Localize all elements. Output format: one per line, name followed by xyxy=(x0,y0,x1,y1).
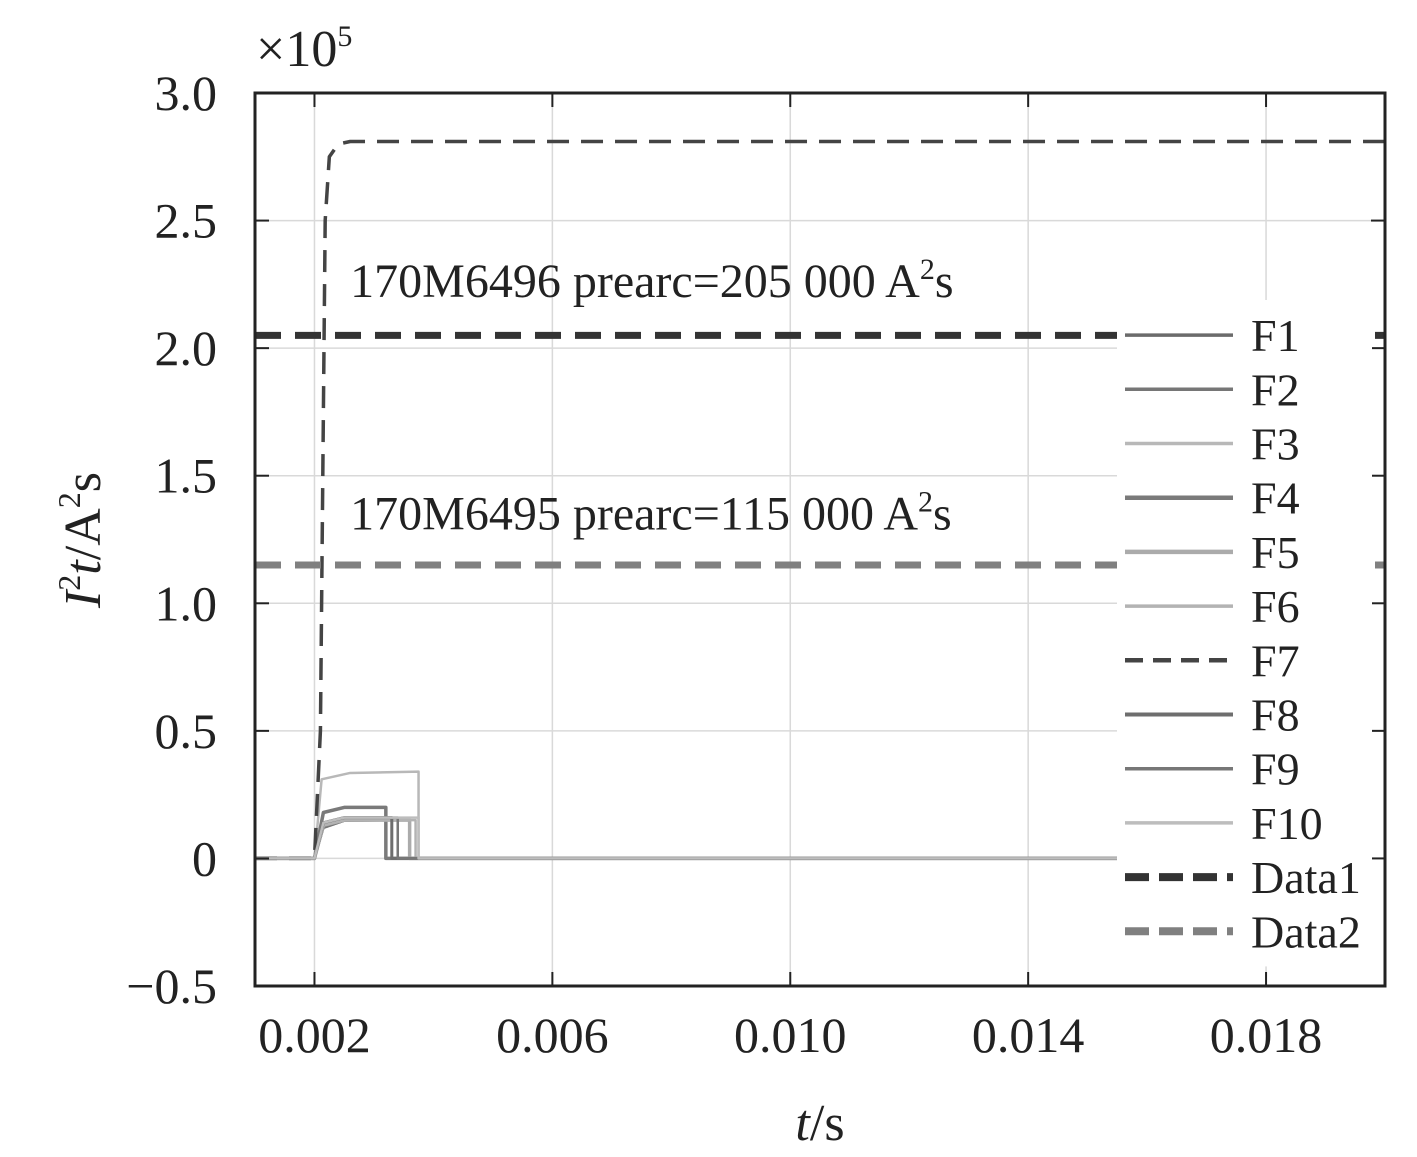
y-axis-var-sup: 2 xyxy=(51,575,87,591)
y-multiplier: ×105 xyxy=(256,20,352,78)
y-axis-unit-sup: 2 xyxy=(51,492,87,508)
series-line-f7 xyxy=(255,139,1385,861)
annotation-anno-6495: 170M6495 prearc=115 000 A2s xyxy=(350,485,952,540)
legend-label-f7: F7 xyxy=(1251,635,1300,686)
y-multiplier-base: ×10 xyxy=(256,21,337,78)
y-tick-label: 1.5 xyxy=(155,448,218,504)
legend-label-data1: Data1 xyxy=(1251,852,1361,903)
annotation-suffix: s xyxy=(933,487,952,540)
legend-label-f6: F6 xyxy=(1251,581,1300,632)
x-tick-label: 0.018 xyxy=(1210,1007,1323,1063)
annotation-sup: 2 xyxy=(918,485,933,518)
annotation-suffix: s xyxy=(935,255,954,308)
y-axis-var-main: I xyxy=(55,588,112,609)
x-tick-label: 0.014 xyxy=(972,1007,1085,1063)
y-axis-label: I2t/A2s xyxy=(51,472,112,609)
x-tick-label: 0.010 xyxy=(734,1007,847,1063)
y-tick-label: 2.0 xyxy=(155,320,218,376)
x-axis-label: t/s xyxy=(795,1095,844,1152)
x-axis-var: t xyxy=(795,1095,811,1152)
legend-label-data2: Data2 xyxy=(1251,906,1361,957)
y-axis-unit-end: s xyxy=(55,472,112,492)
series-line-f10 xyxy=(255,816,1118,860)
y-tick-label: −0.5 xyxy=(126,958,217,1014)
legend-label-f1: F1 xyxy=(1251,310,1300,361)
y-tick-label: 0 xyxy=(192,830,217,886)
annotation-prefix: 170M6496 prearc=205 000 A xyxy=(350,255,920,308)
y-axis-var-t: t xyxy=(55,559,112,575)
y-tick-label: 3.0 xyxy=(155,65,218,121)
legend-label-f10: F10 xyxy=(1251,798,1323,849)
y-multiplier-exp: 5 xyxy=(337,20,352,53)
plot-frame xyxy=(253,91,1387,988)
y-tick-label: 2.5 xyxy=(155,193,218,249)
legend-label-f9: F9 xyxy=(1251,744,1300,795)
x-tick-label: 0.006 xyxy=(496,1007,609,1063)
y-tick-label: 0.5 xyxy=(155,703,218,759)
legend-label-f4: F4 xyxy=(1251,473,1300,524)
x-axis-unit: /s xyxy=(810,1095,845,1152)
annotation-sup: 2 xyxy=(920,253,935,286)
legend-label-f2: F2 xyxy=(1251,364,1300,415)
y-tick-label: 1.0 xyxy=(155,575,218,631)
legend-label-f3: F3 xyxy=(1251,419,1300,470)
annotation-prefix: 170M6495 prearc=115 000 A xyxy=(350,487,918,540)
ticks: 0.002 0.006 0.010 0.014 0.018 −0.5 0 0.5 1.0 1.5 2… xyxy=(126,65,1385,1063)
y-axis-unit-main: /A xyxy=(55,508,112,560)
annotation-anno-6496: 170M6496 prearc=205 000 A2s xyxy=(350,253,953,308)
legend-background xyxy=(1117,300,1372,967)
x-tick-label: 0.002 xyxy=(258,1007,371,1063)
legend-label-f8: F8 xyxy=(1251,690,1300,741)
legend-label-f5: F5 xyxy=(1251,527,1300,578)
